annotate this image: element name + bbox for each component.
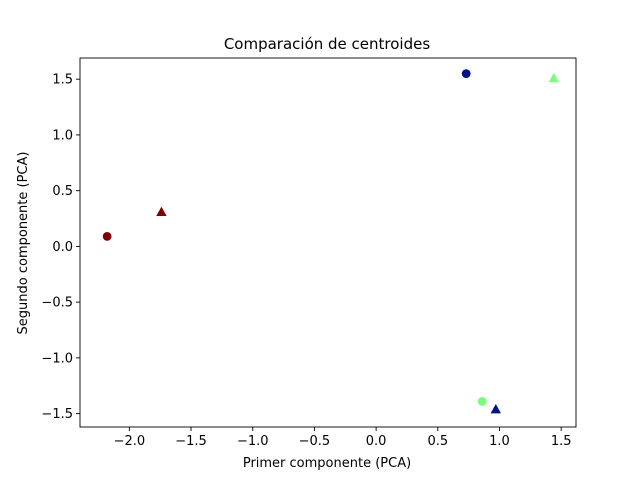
data-point-circle-2 (477, 396, 487, 406)
y-tick-label-5: 1.0 (52, 128, 73, 143)
y-tick-label-6: 1.5 (52, 73, 73, 88)
x-tick-label-2: −1.0 (237, 434, 269, 449)
x-tick-label-7: 1.5 (551, 434, 572, 449)
data-point-triangle-3 (548, 72, 559, 83)
x-axis-label: Primer componente (PCA) (243, 456, 411, 471)
x-tick-label-6: 1.0 (489, 434, 510, 449)
axes-frame (79, 57, 577, 428)
x-tick-label-4: 0.0 (366, 434, 387, 449)
x-tick-label-3: −0.5 (299, 434, 331, 449)
data-point-triangle-5 (490, 403, 502, 414)
data-point-circle-0 (461, 69, 471, 79)
x-tick-label-5: 0.5 (427, 434, 448, 449)
y-tick-label-2: −0.5 (41, 296, 73, 311)
data-point-circle-1 (102, 231, 112, 241)
y-tick-label-4: 0.5 (52, 184, 73, 199)
y-tick-label-0: −1.5 (41, 407, 73, 422)
plot-area: −2.0 −1.5 −1.0 −0.5 0.0 0.5 1.0 1.5 −1.5 −1.0 −0.5… (41, 57, 577, 449)
chart-title: Comparación de centroides (224, 35, 431, 53)
y-tick-label-3: 0.0 (52, 240, 73, 255)
y-axis-label: Segundo componente (PCA) (16, 152, 31, 335)
data-point-triangle-4 (156, 206, 167, 217)
y-tick-label-1: −1.0 (41, 351, 73, 366)
x-tick-label-1: −1.5 (175, 434, 207, 449)
x-tick-label-0: −2.0 (114, 434, 146, 449)
